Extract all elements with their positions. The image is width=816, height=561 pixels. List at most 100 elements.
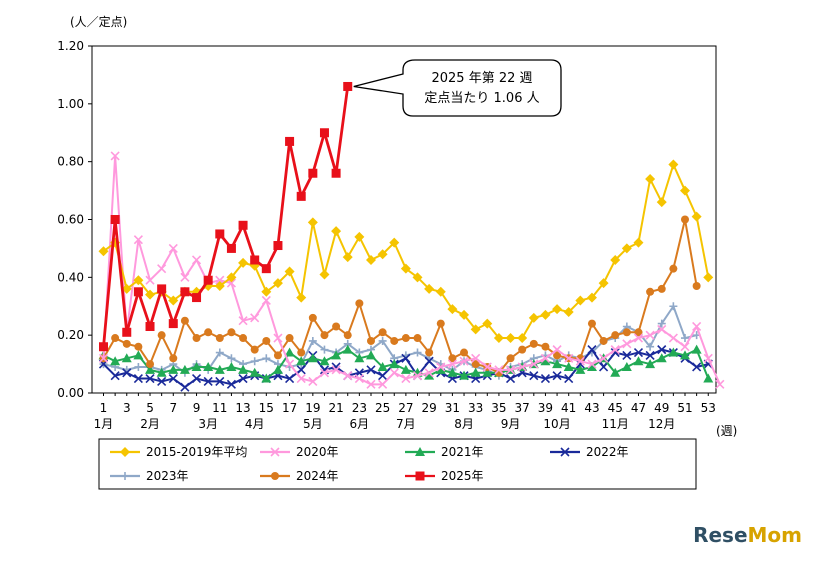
x-tick-label: 27 (398, 401, 413, 415)
data-point (587, 359, 597, 369)
data-point (156, 367, 167, 377)
x-tick-label: 45 (608, 401, 623, 415)
data-point (180, 272, 190, 282)
data-point (598, 278, 609, 289)
data-point (482, 367, 493, 377)
data-point (645, 174, 656, 185)
data-point (400, 364, 411, 374)
data-point (134, 342, 143, 351)
month-label: 9月 (501, 417, 521, 431)
data-point (518, 345, 527, 354)
data-point (110, 356, 121, 366)
month-label: 6月 (350, 417, 370, 431)
data-point (377, 249, 388, 260)
data-point (272, 364, 283, 374)
y-tick-label: 0.20 (57, 328, 84, 342)
data-point (365, 350, 376, 360)
data-point (296, 356, 307, 366)
data-point (482, 362, 492, 372)
data-point (692, 362, 702, 372)
data-point (319, 128, 329, 138)
data-point (319, 368, 330, 378)
data-point (552, 345, 562, 355)
data-point (343, 81, 353, 91)
data-point (470, 367, 481, 377)
data-point (633, 333, 644, 343)
data-point (133, 350, 144, 360)
data-point (296, 292, 307, 303)
data-point (599, 353, 609, 363)
data-point (273, 333, 283, 343)
data-point (680, 350, 690, 360)
data-point (528, 312, 539, 323)
data-point (622, 339, 632, 349)
data-point (586, 292, 597, 303)
data-point (517, 333, 528, 344)
data-point (168, 319, 178, 329)
data-point (424, 370, 435, 380)
data-point (459, 356, 469, 366)
data-point (180, 316, 189, 325)
legend-label: 2022年 (586, 445, 629, 459)
data-point (494, 365, 504, 375)
x-tick-label: 31 (445, 401, 460, 415)
data-point (285, 373, 295, 384)
data-point (505, 365, 516, 375)
x-tick-label: 11 (212, 401, 227, 415)
data-point (413, 334, 422, 343)
data-point (168, 243, 178, 253)
data-point (610, 347, 620, 358)
x-tick-label: 37 (515, 401, 530, 415)
data-point (668, 347, 679, 357)
data-point (215, 348, 224, 357)
data-point (505, 333, 516, 344)
data-point (227, 354, 236, 363)
month-label: 3月 (198, 417, 218, 431)
data-point (587, 345, 597, 355)
legend-label: 2015-2019年平均 (146, 445, 247, 459)
data-point (412, 272, 423, 283)
x-tick-label: 43 (584, 401, 599, 415)
watermark-logo: ReseMom (693, 523, 802, 547)
data-point (271, 472, 279, 480)
x-tick-label: 23 (352, 401, 367, 415)
data-point (703, 353, 713, 363)
data-point (214, 364, 225, 374)
data-point (133, 275, 144, 286)
data-point (401, 353, 411, 363)
data-point (506, 354, 515, 363)
data-point (680, 342, 690, 352)
legend-item: 2023年 (110, 469, 189, 483)
data-point (307, 217, 318, 228)
callout-line2: 定点当たり 1.06 人 (424, 91, 539, 106)
legend-item: 2021年 (405, 445, 484, 459)
data-point (204, 328, 213, 337)
data-point (621, 243, 632, 254)
data-point (319, 269, 330, 280)
legend-label: 2020年 (296, 445, 339, 459)
data-point (634, 328, 643, 337)
data-point (656, 353, 667, 363)
data-point (284, 347, 295, 357)
data-point (203, 361, 214, 371)
data-point (226, 361, 237, 371)
data-point (250, 255, 260, 265)
x-tick-label: 13 (235, 401, 250, 415)
data-point (669, 302, 678, 311)
data-point (412, 371, 423, 381)
data-point (145, 275, 155, 285)
legend-item: 2015-2019年平均 (110, 445, 247, 459)
data-point (262, 354, 271, 363)
month-label: 8月 (454, 417, 474, 431)
data-point (122, 368, 132, 378)
series-0 (98, 159, 714, 344)
y-unit-label: (人／定点) (70, 14, 127, 29)
data-point (424, 283, 435, 294)
data-point (180, 382, 190, 392)
data-point (657, 284, 666, 293)
data-point (133, 287, 143, 297)
data-point (296, 373, 306, 384)
month-label: 10月 (543, 417, 570, 431)
data-point (378, 336, 387, 345)
